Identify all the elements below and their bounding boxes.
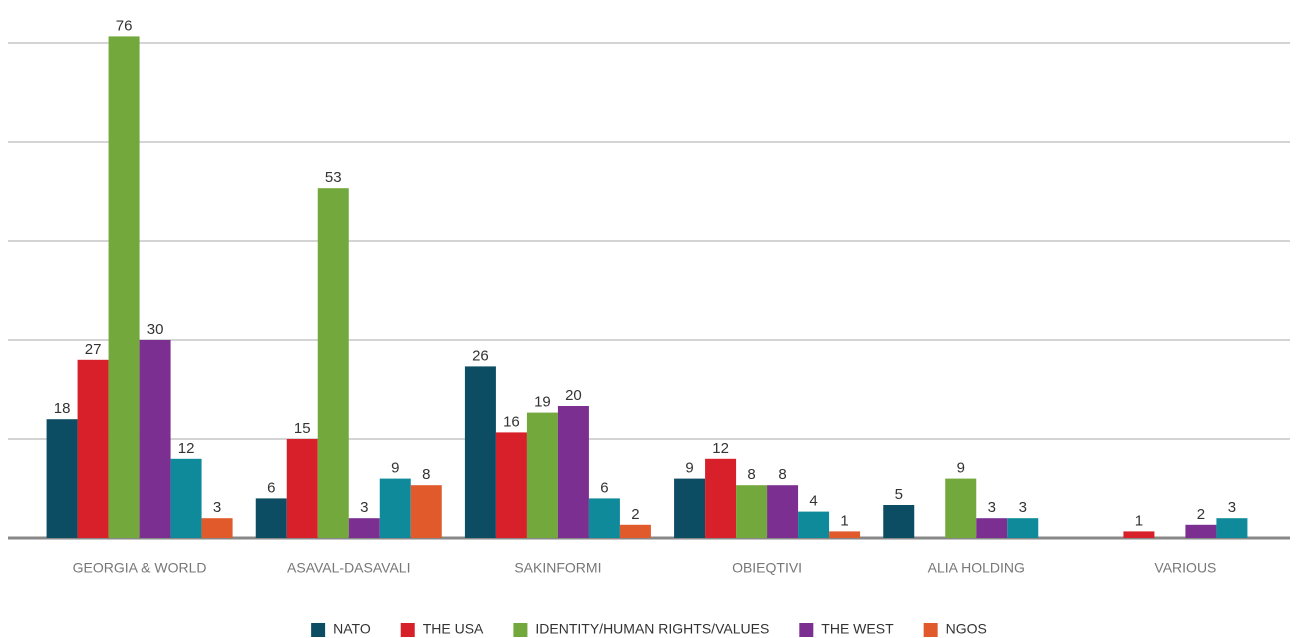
value-label: 3	[360, 499, 368, 516]
bar	[410, 485, 442, 538]
value-label: 2	[1197, 506, 1205, 523]
bar	[705, 458, 737, 538]
bar	[883, 505, 915, 538]
value-label: 12	[178, 440, 195, 457]
legend-swatch	[799, 623, 814, 637]
value-label: 18	[54, 400, 71, 417]
bar	[829, 531, 861, 538]
value-label: 3	[1019, 499, 1027, 516]
value-label: 6	[267, 479, 275, 496]
bar	[46, 419, 78, 538]
value-label: 19	[534, 394, 551, 411]
value-label: 15	[294, 420, 311, 437]
legend-label: THE USA	[423, 621, 484, 637]
value-label: 53	[325, 169, 342, 186]
bar	[464, 366, 496, 538]
bar	[139, 340, 171, 538]
value-label: 6	[600, 479, 608, 496]
legend-label: THE WEST	[821, 621, 894, 637]
bar	[674, 478, 706, 538]
value-label: 3	[1228, 499, 1236, 516]
bar	[201, 518, 233, 538]
x-tick-label: SAKINFORMI	[514, 560, 601, 576]
legend-swatch	[923, 623, 938, 637]
value-label: 5	[895, 486, 903, 503]
bar	[798, 511, 830, 538]
value-label: 76	[116, 17, 133, 34]
value-label: 8	[747, 466, 755, 483]
bar	[286, 439, 318, 538]
x-tick-label: VARIOUS	[1154, 560, 1216, 576]
bar	[495, 432, 527, 538]
value-label: 9	[391, 460, 399, 477]
bar	[557, 406, 589, 538]
value-label: 12	[712, 440, 729, 457]
x-tick-label: GEORGIA & WORLD	[73, 560, 207, 576]
bar	[1007, 518, 1039, 538]
bar	[526, 412, 558, 538]
value-label: 20	[565, 387, 582, 404]
legend-label: NATO	[333, 621, 371, 637]
bar	[767, 485, 799, 538]
value-label: 3	[213, 499, 221, 516]
bar	[588, 498, 620, 538]
bar	[317, 188, 349, 538]
value-label: 27	[85, 341, 102, 358]
bar	[255, 498, 287, 538]
x-tick-label: ASAVAL-DASAVALI	[287, 560, 410, 576]
x-tick-label: ALIA HOLDING	[928, 560, 1025, 576]
bar	[348, 518, 380, 538]
legend-swatch	[400, 623, 415, 637]
x-tick-label: OBIEQTIVI	[732, 560, 802, 576]
value-label: 8	[422, 466, 430, 483]
value-label: 4	[809, 493, 817, 510]
bar	[379, 478, 411, 538]
value-label: 16	[503, 413, 520, 430]
bar	[108, 36, 140, 539]
bar	[736, 485, 768, 538]
bar	[170, 458, 202, 538]
legend-label: IDENTITY/HUMAN RIGHTS/VALUES	[535, 621, 769, 637]
legend-label: NGOS	[946, 621, 987, 637]
value-label: 26	[472, 347, 489, 364]
value-label: 9	[957, 460, 965, 477]
bar	[945, 478, 977, 538]
bar	[619, 524, 651, 538]
bar	[77, 359, 109, 538]
bar	[1123, 531, 1155, 538]
value-label: 2	[631, 506, 639, 523]
bar	[1216, 518, 1248, 538]
legend-swatch	[311, 623, 326, 637]
bar	[976, 518, 1008, 538]
value-label: 1	[1135, 512, 1143, 529]
bar	[1185, 524, 1217, 538]
value-label: 30	[147, 321, 164, 338]
value-label: 3	[988, 499, 996, 516]
value-label: 8	[778, 466, 786, 483]
value-label: 1	[840, 512, 848, 529]
legend-swatch	[513, 623, 528, 637]
value-label: 9	[685, 460, 693, 477]
